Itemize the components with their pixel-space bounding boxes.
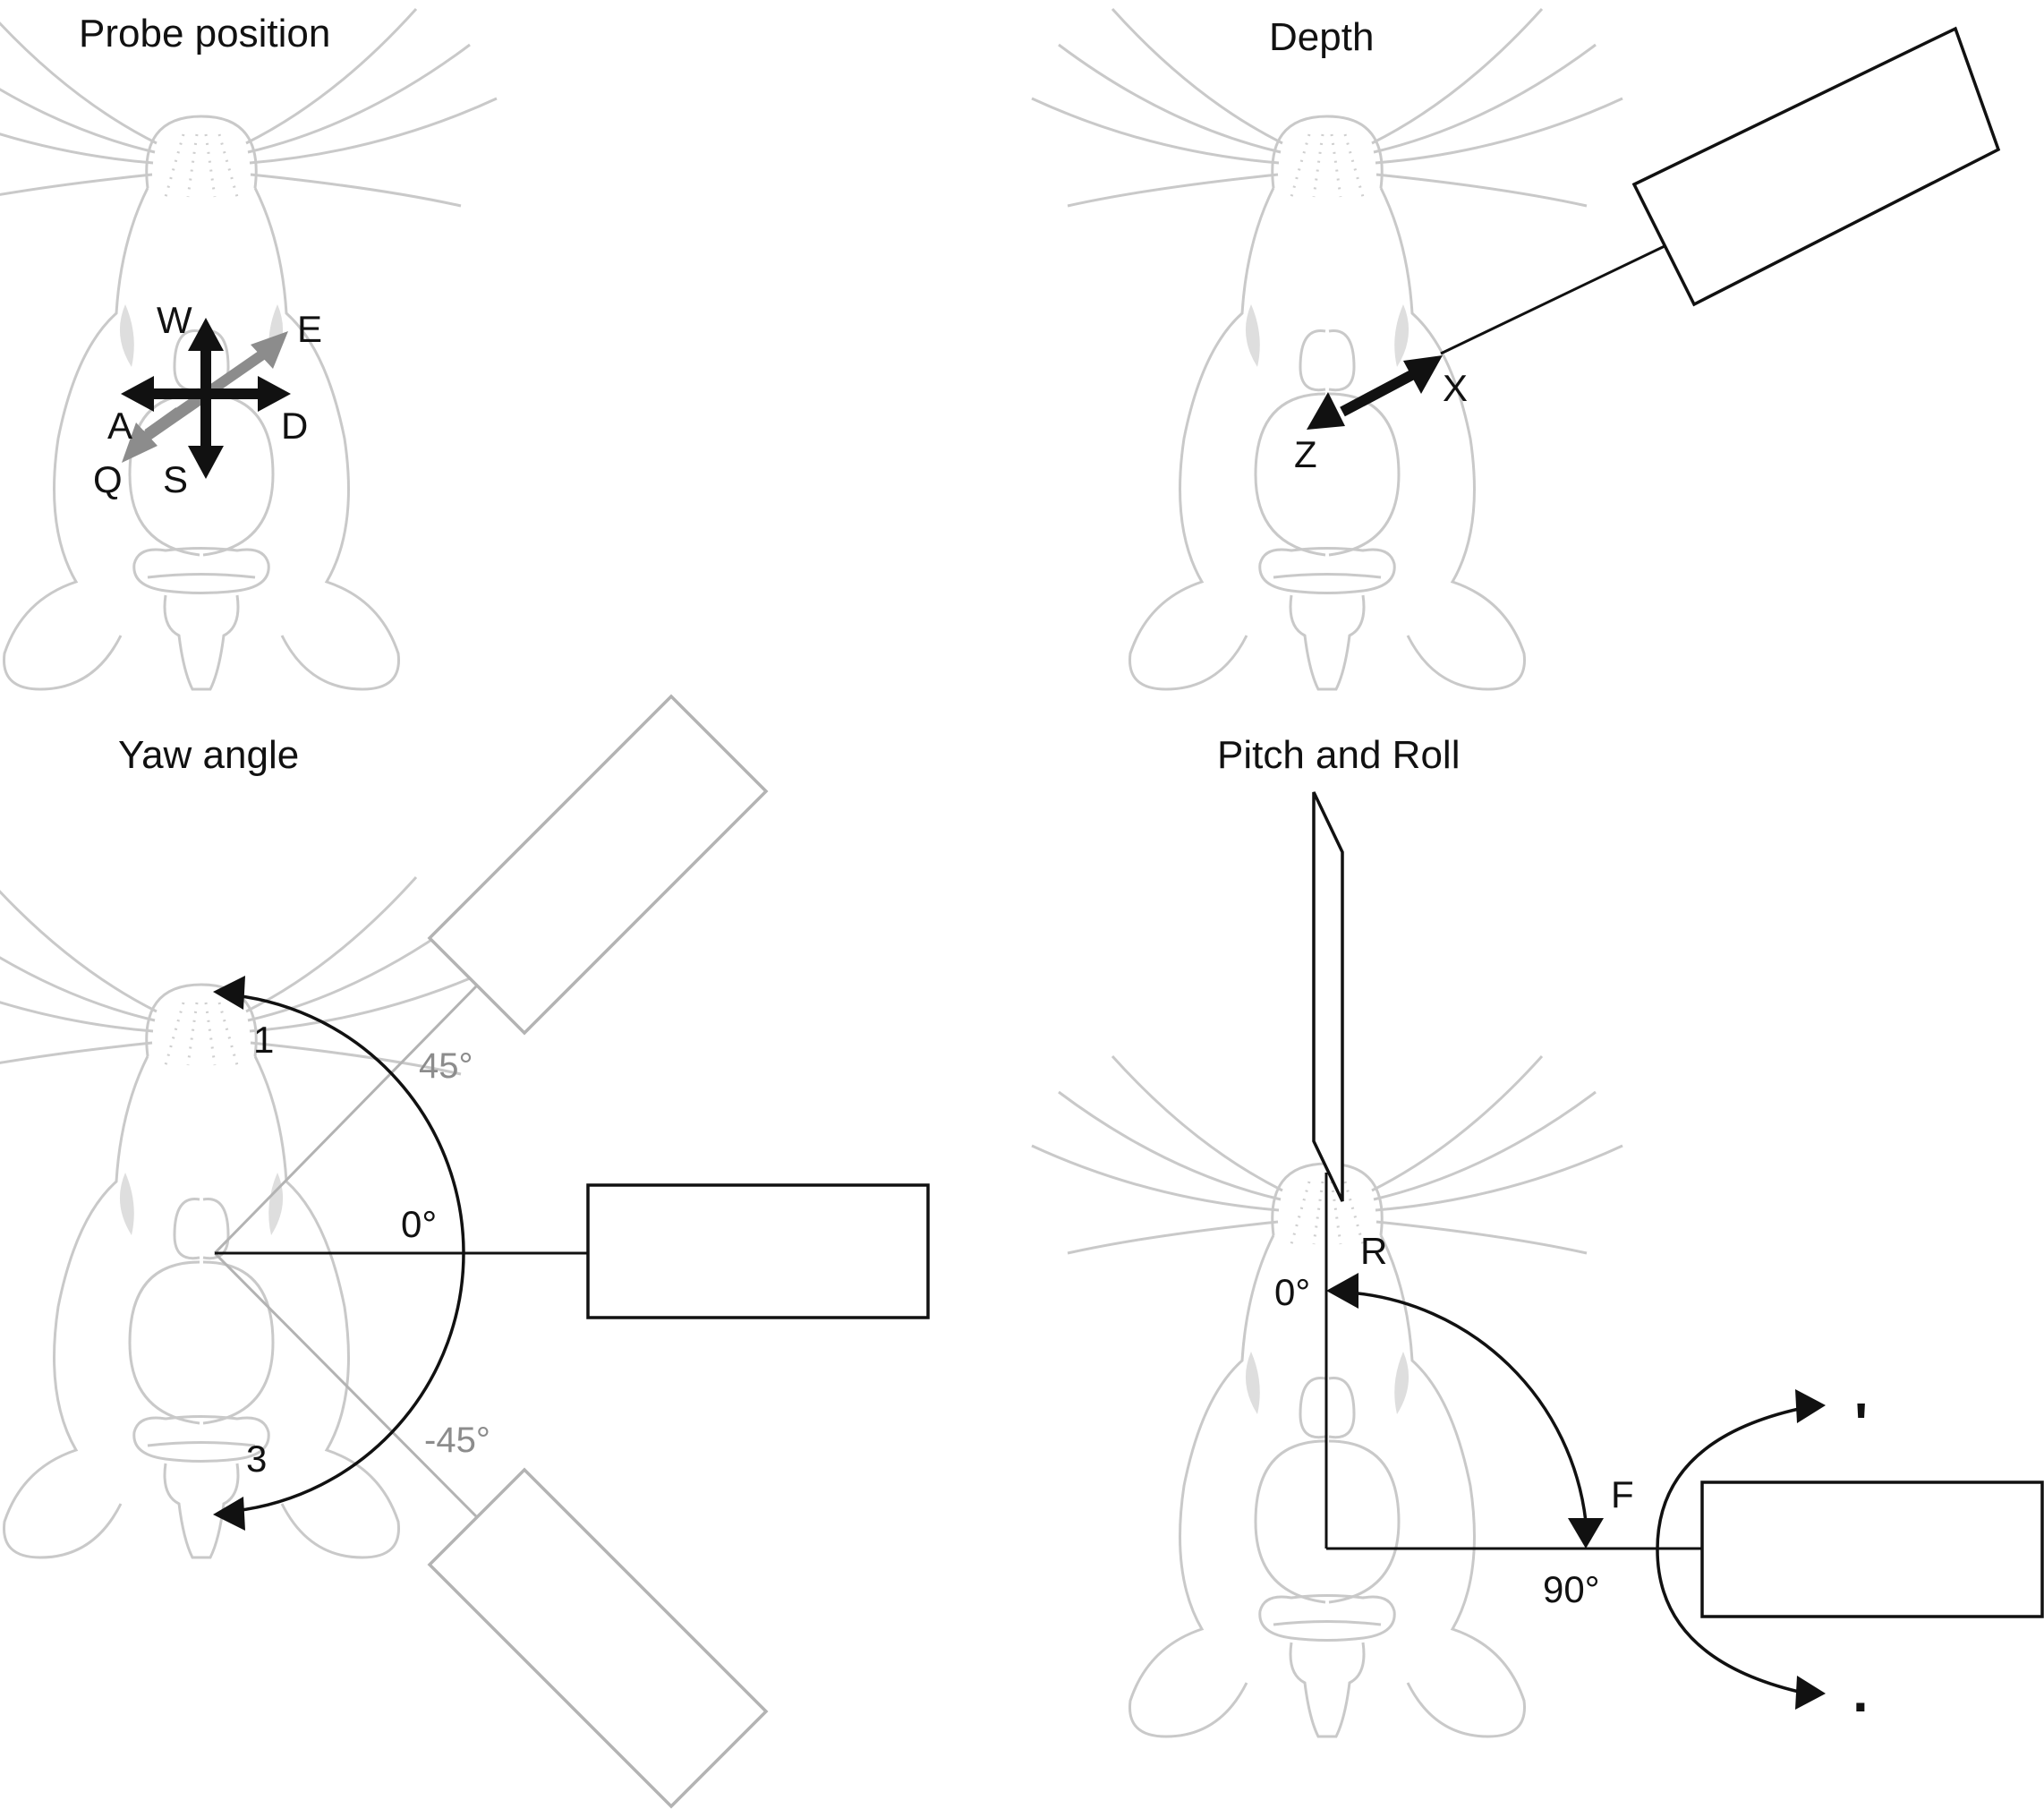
probe-shaft — [1440, 244, 1665, 355]
yaw-arc — [234, 994, 465, 1513]
probe-body — [1631, 26, 2001, 307]
cross-arrows-icon — [121, 318, 291, 479]
key-label-d: D — [281, 405, 308, 447]
key-label-3: 3 — [246, 1438, 267, 1480]
roll-arc — [1656, 1407, 1800, 1694]
arrow-head-roll-up-icon — [1795, 1389, 1826, 1423]
panel-pitch-and-roll: Pitch and Roll 0° 90° R F ' . — [1030, 733, 2044, 1738]
key-label-1: 1 — [253, 1019, 274, 1061]
probe-yaw-plus45 — [427, 694, 769, 1036]
key-label-w: W — [157, 299, 192, 341]
mouse-head-outline — [1030, 7, 1624, 691]
panel-yaw-angle: Yaw angle 45° 0° -45° 1 3 — [0, 694, 930, 1809]
key-label-f: F — [1611, 1473, 1634, 1515]
key-label-z: Z — [1294, 433, 1317, 475]
panel-depth: Depth X Z — [1030, 7, 2001, 691]
depth-arrow-icon — [1307, 355, 1443, 430]
key-label-r: R — [1360, 1230, 1387, 1272]
arrow-head-pitch-up-icon — [1326, 1273, 1358, 1309]
angle-label-0: 0° — [401, 1203, 437, 1245]
arrow-head-roll-down-icon — [1795, 1676, 1826, 1710]
angle-label-pitch-90: 90° — [1543, 1568, 1600, 1610]
panel-title-probe-position: Probe position — [79, 12, 330, 55]
angle-label-45: 45° — [419, 1046, 473, 1086]
arrow-head-cw-icon — [213, 1497, 245, 1531]
key-label-e: E — [297, 308, 322, 350]
arrow-head-pitch-down-icon — [1568, 1518, 1604, 1549]
pitch-arc — [1349, 1291, 1588, 1523]
angle-label-minus45: -45° — [424, 1421, 490, 1460]
panel-title-depth: Depth — [1269, 15, 1374, 59]
arrow-head-ccw-icon — [213, 976, 245, 1010]
mouse-head-outline — [0, 7, 498, 691]
key-label-x: X — [1443, 367, 1468, 409]
key-label-quote: ' — [1854, 1391, 1868, 1455]
panel-probe-position: Probe position W E A D Q S — [0, 7, 498, 691]
key-label-q: Q — [93, 458, 123, 500]
panel-title-pitch-and-roll: Pitch and Roll — [1217, 733, 1460, 777]
key-label-period: . — [1852, 1660, 1869, 1724]
key-label-s: S — [163, 458, 188, 500]
probe-yaw-minus45 — [427, 1467, 769, 1809]
probe-pitch-ninety — [1700, 1480, 2044, 1618]
panel-title-yaw-angle: Yaw angle — [118, 733, 299, 777]
key-label-a: A — [107, 405, 132, 447]
probe-yaw-zero — [586, 1183, 930, 1319]
probe-pitch-zero — [1312, 791, 1344, 1202]
angle-label-pitch-0: 0° — [1274, 1271, 1310, 1313]
